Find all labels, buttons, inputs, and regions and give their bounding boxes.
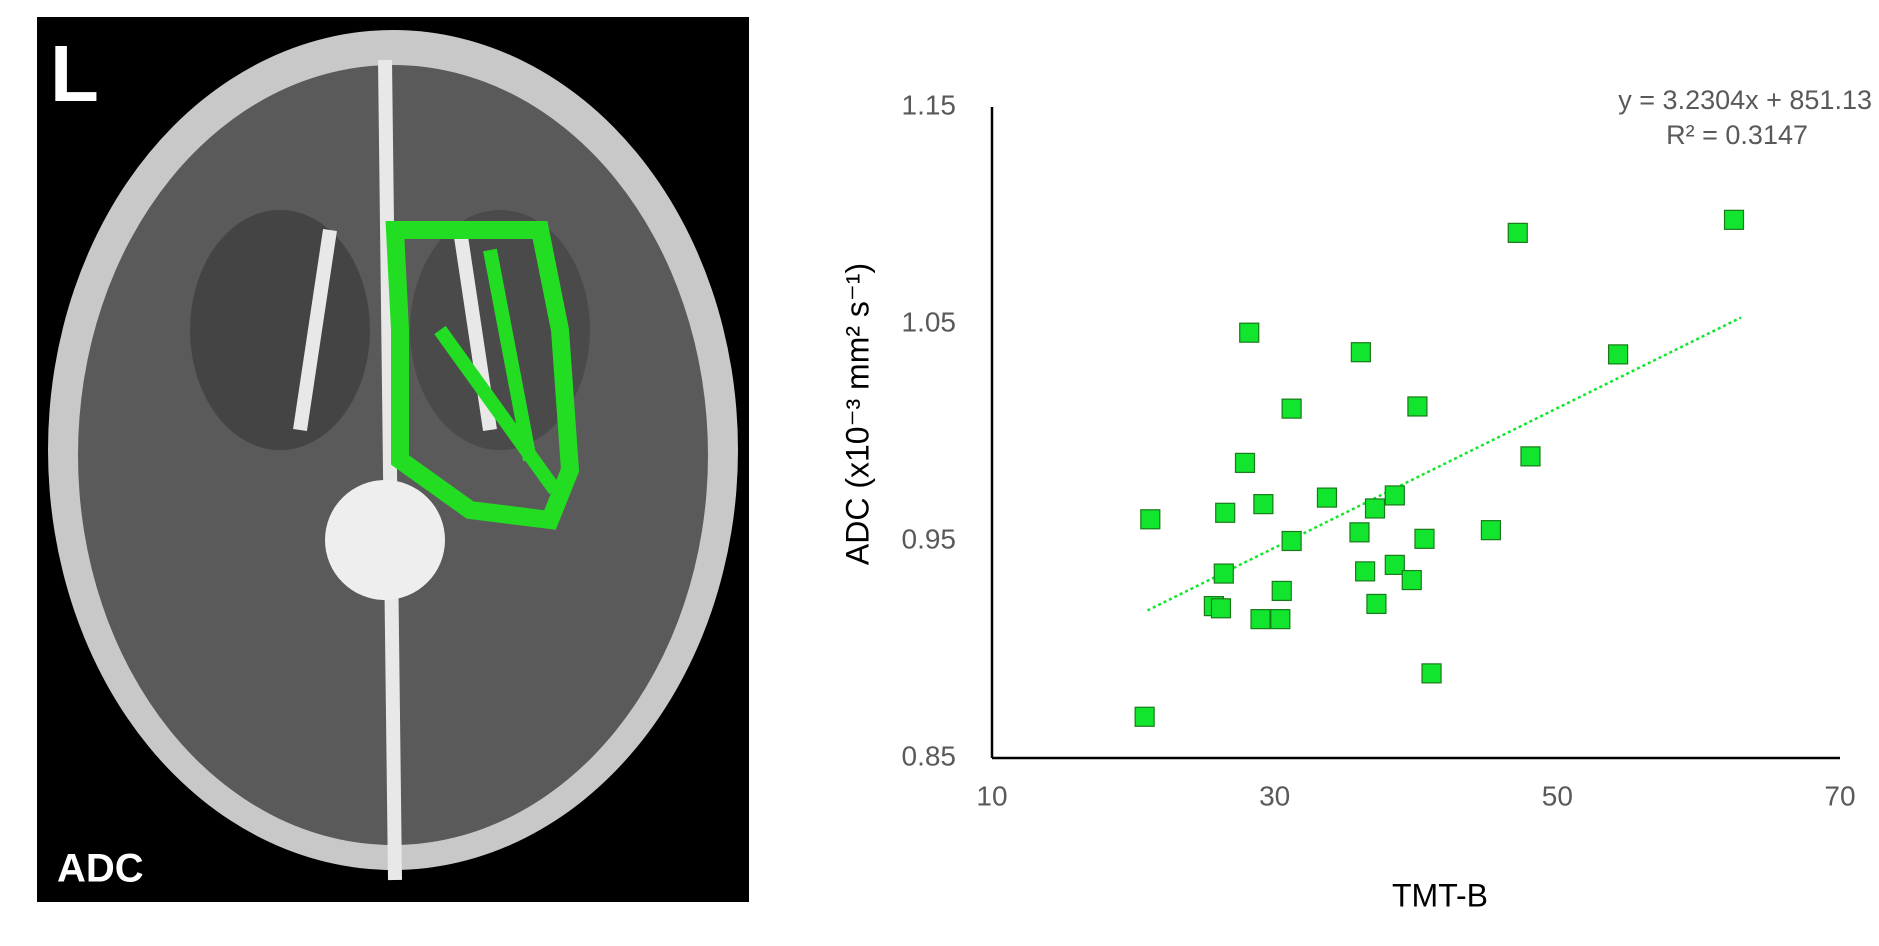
r-squared: R² = 0.3147 xyxy=(1666,120,1808,150)
data-point xyxy=(1421,663,1442,684)
roi-overlay xyxy=(385,221,580,530)
data-point xyxy=(1364,498,1386,519)
data-point xyxy=(1723,209,1745,230)
region xyxy=(190,210,370,450)
data-point xyxy=(1234,452,1256,473)
y-axis-label: ADC (x10⁻³ mm² s⁻¹) xyxy=(839,263,875,565)
data-point xyxy=(1401,569,1422,591)
data-point xyxy=(1253,494,1274,515)
trendline xyxy=(1146,316,1742,612)
data-point xyxy=(1215,502,1236,523)
y-tick-label: 1.15 xyxy=(902,89,957,120)
data-point xyxy=(1270,609,1291,630)
x-tick-label: 30 xyxy=(1259,780,1290,811)
data-point xyxy=(1134,706,1155,727)
data-point xyxy=(1281,530,1302,552)
data-point xyxy=(1316,487,1338,508)
data-point xyxy=(1520,446,1541,467)
y-tick-label: 0.95 xyxy=(902,523,957,554)
data-point xyxy=(1250,609,1271,630)
y-tick-label: 1.05 xyxy=(902,306,957,337)
data-point xyxy=(1608,344,1629,365)
data-point xyxy=(1350,342,1371,363)
side-label: L xyxy=(50,29,99,118)
equation: y = 3.2304x + 851.13 xyxy=(1618,85,1872,115)
x-tick-label: 50 xyxy=(1542,780,1573,811)
scatter-chart: ADC (x10⁻³ mm² s⁻¹) TMT-B y = 3.2304x + … xyxy=(839,85,1872,913)
x-axis-label: TMT-B xyxy=(1392,877,1488,913)
data-point xyxy=(1407,396,1428,417)
data-point xyxy=(1213,563,1234,584)
data-point xyxy=(1349,522,1370,543)
data-point xyxy=(1210,598,1232,619)
data-point xyxy=(1480,520,1502,541)
data-point xyxy=(1414,528,1435,549)
y-tick-label: 0.85 xyxy=(902,740,957,771)
x-tick-label: 70 xyxy=(1824,780,1855,811)
data-point xyxy=(1384,485,1405,506)
map-label: ADC xyxy=(57,847,144,891)
data-point xyxy=(1355,561,1376,582)
data-point xyxy=(1239,322,1260,343)
data-point xyxy=(1281,398,1302,419)
x-tick-label: 10 xyxy=(976,780,1007,811)
label-box xyxy=(37,840,165,902)
data-point xyxy=(1140,509,1161,530)
roi-overlay xyxy=(434,248,561,495)
data-point xyxy=(1507,222,1528,243)
ventricle xyxy=(325,480,445,600)
data-point xyxy=(1271,580,1292,602)
data-point xyxy=(1384,554,1405,575)
mri-image: L ADC xyxy=(37,17,749,902)
data-point xyxy=(1366,593,1387,615)
